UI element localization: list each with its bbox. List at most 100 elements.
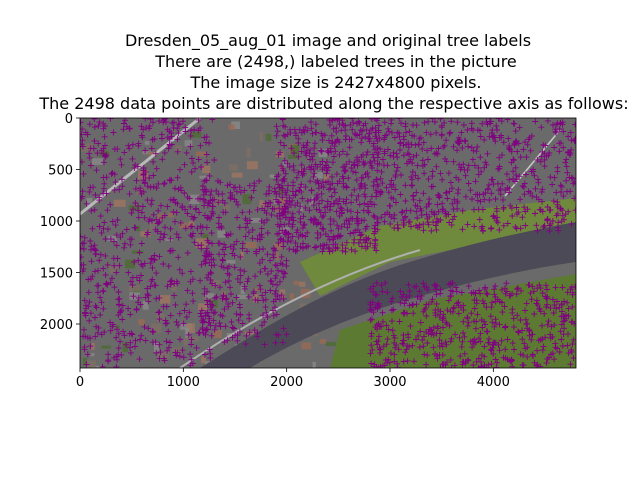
tree-marker [277, 139, 284, 146]
tree-marker [518, 287, 524, 294]
tree-marker [438, 340, 445, 347]
tree-marker [107, 201, 114, 208]
tree-marker [141, 214, 148, 221]
tree-marker [324, 148, 331, 155]
tree-marker [311, 150, 318, 157]
tree-marker [351, 161, 358, 168]
tree-marker [395, 346, 402, 353]
tree-marker [493, 208, 500, 215]
tree-marker [536, 305, 543, 312]
tree-marker [113, 363, 120, 368]
tree-marker [424, 340, 431, 346]
tree-marker [300, 142, 307, 149]
tree-marker [378, 323, 385, 330]
tree-marker [219, 246, 226, 253]
tree-marker [168, 133, 175, 140]
tree-marker [188, 169, 195, 175]
tree-marker [491, 286, 498, 293]
tree-marker [88, 207, 95, 214]
tree-marker [336, 196, 343, 202]
tree-marker [178, 187, 185, 194]
tree-marker [544, 118, 551, 124]
tree-marker [319, 197, 325, 204]
tree-marker [475, 171, 482, 178]
tree-marker [297, 203, 304, 210]
tree-marker [280, 274, 287, 281]
tree-marker [338, 223, 345, 230]
tree-marker [372, 240, 379, 247]
tree-marker [89, 273, 96, 280]
tree-marker [192, 165, 199, 172]
tree-marker [330, 125, 337, 132]
tree-marker [374, 341, 381, 348]
tree-marker [532, 210, 538, 217]
tree-marker [533, 300, 540, 307]
tree-marker [568, 347, 575, 353]
tree-marker [202, 177, 209, 184]
tree-marker [208, 332, 215, 339]
tree-marker [375, 337, 382, 344]
tree-marker [94, 289, 101, 296]
tree-marker [233, 310, 240, 317]
tree-marker [559, 212, 566, 219]
tree-marker [285, 230, 292, 237]
tree-marker [420, 190, 427, 197]
tree-marker [287, 237, 294, 244]
tree-marker [362, 225, 369, 232]
tree-marker [107, 118, 114, 122]
tree-marker [211, 157, 218, 163]
tree-marker [541, 163, 548, 170]
tree-marker [97, 294, 104, 301]
tree-marker [224, 182, 231, 189]
tree-marker [503, 280, 510, 287]
tree-marker [275, 267, 282, 274]
tree-marker [177, 219, 184, 226]
tree-marker [483, 364, 490, 368]
tree-marker [538, 153, 545, 160]
tree-marker [417, 296, 424, 303]
tree-marker [494, 359, 501, 366]
tree-marker [95, 267, 101, 274]
tree-marker [207, 192, 214, 198]
tree-marker [554, 164, 561, 171]
tree-marker [493, 122, 500, 129]
tree-marker [413, 208, 420, 215]
tree-marker [420, 221, 427, 228]
tree-marker [167, 177, 174, 184]
roof-block [242, 194, 252, 205]
roof-block [299, 185, 303, 192]
roof-block [226, 333, 233, 336]
tree-marker [191, 126, 198, 133]
tree-marker [107, 319, 114, 326]
tree-marker [492, 196, 499, 202]
tree-marker [149, 328, 156, 335]
roof-block [186, 323, 195, 333]
tree-marker [444, 195, 451, 202]
tree-marker [388, 298, 395, 305]
tree-marker [415, 175, 422, 182]
tree-marker [373, 321, 380, 328]
tree-marker [319, 137, 326, 143]
tree-marker [95, 140, 102, 147]
tree-marker [347, 208, 354, 215]
tree-marker [355, 193, 362, 199]
tree-marker [367, 350, 374, 357]
tree-marker [183, 314, 190, 320]
tree-marker [161, 118, 168, 122]
tree-marker [116, 262, 123, 269]
tree-marker [467, 187, 474, 194]
tree-marker [535, 196, 542, 203]
tree-marker [160, 234, 167, 241]
tree-marker [201, 318, 208, 325]
tree-marker [508, 159, 515, 166]
tree-marker [281, 269, 287, 276]
tree-marker [311, 244, 318, 251]
tree-marker [245, 275, 252, 282]
tree-marker [433, 226, 440, 233]
tree-marker [129, 155, 136, 162]
tree-marker [206, 216, 213, 223]
tree-marker [88, 258, 95, 265]
tree-marker [447, 338, 454, 345]
tree-marker [174, 125, 181, 132]
tree-marker [242, 233, 249, 240]
